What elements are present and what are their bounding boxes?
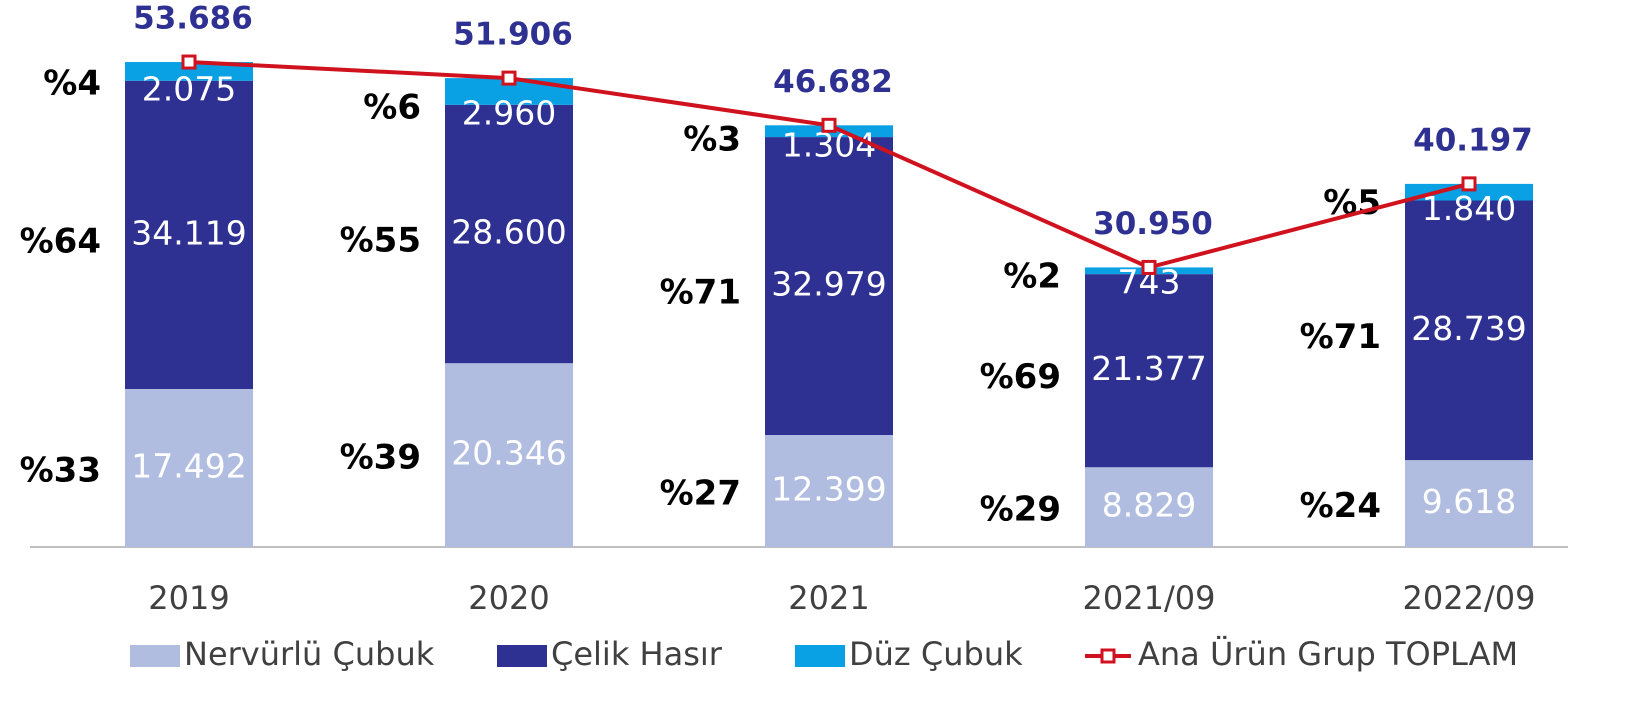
share-label: %24: [1300, 486, 1381, 526]
share-label: %4: [43, 63, 101, 103]
total-marker: [501, 70, 517, 86]
bar-segment: [1405, 200, 1533, 461]
value-label: 21.377: [1091, 349, 1206, 388]
share-label: %27: [660, 473, 741, 513]
x-tick-label: 2019: [148, 579, 229, 617]
bar-segment: [1085, 467, 1213, 547]
legend-swatch: [497, 645, 547, 667]
share-label: %39: [340, 438, 421, 478]
share-label: %29: [980, 490, 1061, 530]
bar-segment: [125, 388, 253, 547]
share-label: %55: [340, 221, 421, 261]
bar-segment: [1405, 183, 1533, 201]
bar-segment: [125, 62, 253, 81]
value-label: 9.618: [1422, 482, 1516, 521]
total-label: 46.682: [773, 64, 893, 100]
bar-segment: [445, 104, 573, 364]
legend-label: Çelik Hasır: [551, 635, 723, 673]
share-label: %33: [20, 450, 101, 490]
total-marker: [181, 54, 197, 70]
value-label: 2.960: [462, 93, 556, 132]
total-label: 40.197: [1413, 122, 1533, 158]
legend-label: Nervürlü Çubuk: [184, 635, 435, 673]
legend-swatch: [1100, 648, 1116, 664]
bar-segment: [1405, 460, 1533, 547]
x-tick-label: 2021/09: [1083, 579, 1216, 617]
value-label: 34.119: [131, 213, 246, 252]
share-label: %3: [683, 120, 741, 160]
total-marker: [1141, 259, 1157, 275]
legend-label: Ana Ürün Grup TOPLAM: [1138, 635, 1518, 673]
share-label: %71: [660, 273, 741, 313]
value-label: 1.840: [1422, 189, 1516, 228]
bar-segment: [1085, 274, 1213, 468]
value-label: 28.739: [1411, 309, 1526, 348]
x-tick-label: 2022/09: [1403, 579, 1536, 617]
value-label: 28.600: [451, 213, 566, 252]
share-label: %2: [1003, 257, 1061, 297]
total-label: 51.906: [453, 17, 573, 53]
value-label: 20.346: [451, 434, 566, 473]
share-label: %69: [980, 357, 1061, 397]
legend-swatch: [130, 645, 180, 667]
value-label: 12.399: [771, 469, 886, 508]
share-label: %64: [20, 221, 101, 261]
bar-segment: [125, 80, 253, 389]
value-label: 2.075: [142, 69, 236, 108]
value-label: 8.829: [1102, 486, 1196, 525]
share-label: %71: [1300, 317, 1381, 357]
x-tick-label: 2020: [468, 579, 549, 617]
total-label: 30.950: [1093, 206, 1213, 242]
value-label: 17.492: [131, 446, 246, 485]
bar-segment: [765, 137, 893, 435]
share-label: %6: [363, 87, 421, 127]
x-tick-label: 2021: [788, 579, 869, 617]
bar-segment: [765, 434, 893, 547]
total-label: 53.686: [133, 1, 253, 37]
legend-swatch: [795, 645, 845, 667]
legend-label: Düz Çubuk: [849, 635, 1023, 673]
total-marker: [821, 117, 837, 133]
value-label: 32.979: [771, 265, 886, 304]
total-marker: [1461, 176, 1477, 192]
share-label: %5: [1323, 183, 1381, 223]
bar-segment: [445, 363, 573, 547]
